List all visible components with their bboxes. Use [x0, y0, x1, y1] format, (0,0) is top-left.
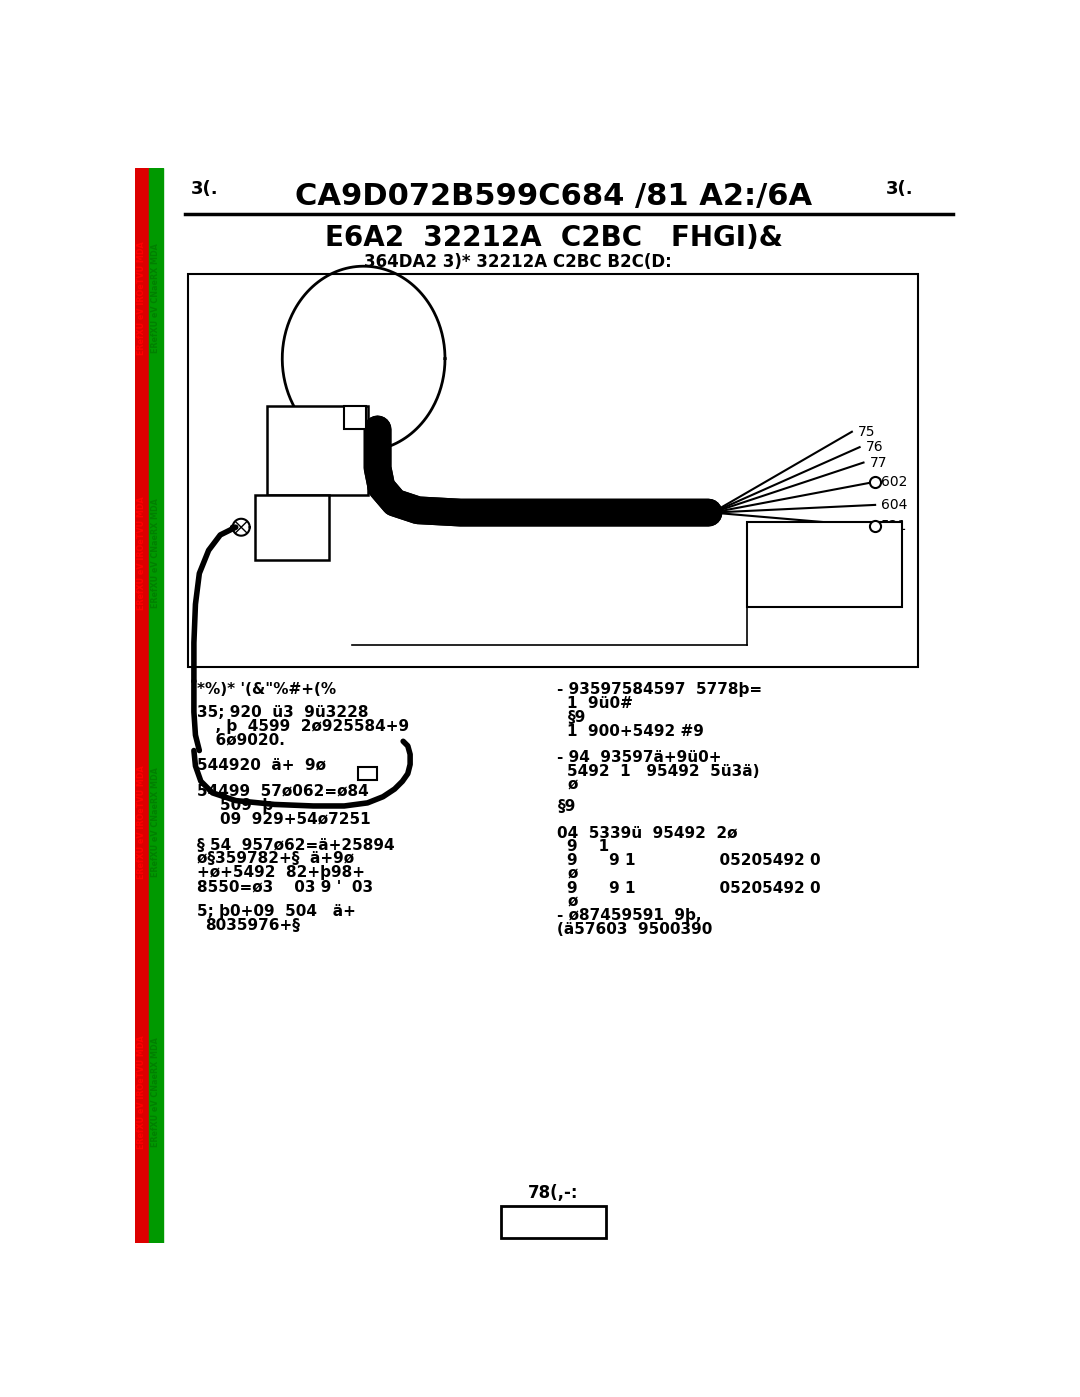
Text: 1  9ü0#: 1 9ü0#	[567, 696, 633, 711]
Text: - 94  93597ä+9ü0+: - 94 93597ä+9ü0+	[557, 750, 721, 764]
Bar	[149, 168, 163, 1243]
Text: 521: 521	[881, 520, 907, 534]
Text: - ø87459591  9þ,: - ø87459591 9þ,	[557, 908, 702, 923]
Text: §9: §9	[557, 799, 576, 814]
Text: ERefXU eV IROeTVU MDA: ERefXU eV IROeTVU MDA	[137, 766, 147, 879]
Text: §9: §9	[567, 710, 585, 725]
Text: Pos.: Pos.	[849, 577, 878, 592]
Text: ERefXU eV IROeTVU MDA: ERefXU eV IROeTVU MDA	[137, 1035, 147, 1148]
Bar	[267, 407, 367, 495]
Text: 25vdc Supply: 25vdc Supply	[775, 536, 875, 552]
Text: ELECTRIC: ELECTRIC	[516, 1224, 591, 1238]
Text: ø§359782+§  ä+9ø: ø§359782+§ ä+9ø	[197, 851, 354, 866]
Text: 78(,-:: 78(,-:	[528, 1185, 579, 1203]
Text: ERefXU eV CNaeRX MDA: ERefXU eV CNaeRX MDA	[151, 1037, 161, 1147]
Text: 544920  ä+  9ø: 544920 ä+ 9ø	[197, 757, 326, 773]
Bar	[188, 274, 918, 666]
Text: 8035976+§: 8035976+§	[205, 918, 300, 933]
Text: +ø+5492  82+þ98+: +ø+5492 82+þ98+	[197, 865, 365, 880]
Text: 75: 75	[859, 425, 876, 439]
Text: 3(.: 3(.	[887, 180, 914, 198]
Text: 77: 77	[869, 455, 887, 469]
Text: 1  900+5492 #9: 1 900+5492 #9	[567, 724, 704, 739]
Text: 3(.: 3(.	[191, 180, 218, 198]
Text: 04  5339ü  95492  2ø: 04 5339ü 95492 2ø	[557, 826, 738, 840]
Text: - 93597584597  5778þ=: - 93597584597 5778þ=	[557, 682, 762, 697]
Text: LINCOLN: LINCOLN	[516, 1210, 591, 1225]
Text: , þ  4599  2ø925584+9: , þ 4599 2ø925584+9	[205, 719, 409, 733]
Bar	[501, 1206, 606, 1238]
Bar	[747, 522, 902, 606]
Text: ø: ø	[567, 778, 578, 792]
Text: 364DA2 3)* 32212A C2BC B2C(D:: 364DA2 3)* 32212A C2BC B2C(D:	[364, 253, 672, 271]
Text: 9      9 1                05205492 0: 9 9 1 05205492 0	[567, 854, 821, 868]
Text: E6A2  32212A  C2BC   FHGI)&: E6A2 32212A C2BC FHGI)&	[325, 225, 782, 253]
Text: ERefXU eV CNaeRX MDA: ERefXU eV CNaeRX MDA	[151, 497, 161, 608]
Text: 509  þ: 509 þ	[220, 798, 273, 813]
Bar	[345, 407, 366, 429]
Text: (ä57603  9500390: (ä57603 9500390	[557, 922, 713, 937]
Text: *%)* '(&"%#+(%: *%)* '(&"%#+(%	[197, 682, 341, 697]
Text: 604: 604	[881, 497, 907, 511]
Bar	[359, 767, 377, 780]
Text: 9    1: 9 1	[567, 840, 609, 854]
Text: 5492  1   95492  5ü3ä): 5492 1 95492 5ü3ä)	[567, 764, 760, 778]
Text: Neg.: Neg.	[769, 577, 802, 592]
Text: § 54  957ø62=ä+25894: § 54 957ø62=ä+25894	[197, 838, 394, 852]
Text: 5; þ0+09  504   ä+: 5; þ0+09 504 ä+	[197, 904, 356, 919]
Text: 35; 920  ü3  9ü3228: 35; 920 ü3 9ü3228	[197, 705, 368, 719]
Text: 09  929+54ø7251: 09 929+54ø7251	[220, 812, 370, 827]
Text: ®: ®	[581, 1208, 590, 1218]
Bar	[255, 495, 328, 560]
Text: 8550=ø3    03 9 '  03: 8550=ø3 03 9 ' 03	[197, 879, 373, 894]
Text: CA9D072B599C684 /81 A2:/6A: CA9D072B599C684 /81 A2:/6A	[295, 183, 812, 211]
Text: 602: 602	[881, 475, 907, 489]
Text: ERefXU eV CNaeRX MDA: ERefXU eV CNaeRX MDA	[151, 243, 161, 353]
Text: 9      9 1                05205492 0: 9 9 1 05205492 0	[567, 880, 821, 895]
Text: ERefXU eV IROeTVU MDA: ERefXU eV IROeTVU MDA	[137, 242, 147, 355]
Text: 76: 76	[866, 440, 883, 454]
Text: ERefXU eV CNaeRX MDA: ERefXU eV CNaeRX MDA	[151, 767, 161, 877]
Text: ø: ø	[567, 894, 578, 909]
Bar	[135, 168, 149, 1243]
Text: ERefXU eV IROeTVU MDA: ERefXU eV IROeTVU MDA	[137, 496, 147, 609]
Text: ø: ø	[567, 866, 578, 882]
Text: 54499  57ø062=ø84: 54499 57ø062=ø84	[197, 784, 368, 799]
Text: 6ø9020.: 6ø9020.	[205, 733, 285, 747]
